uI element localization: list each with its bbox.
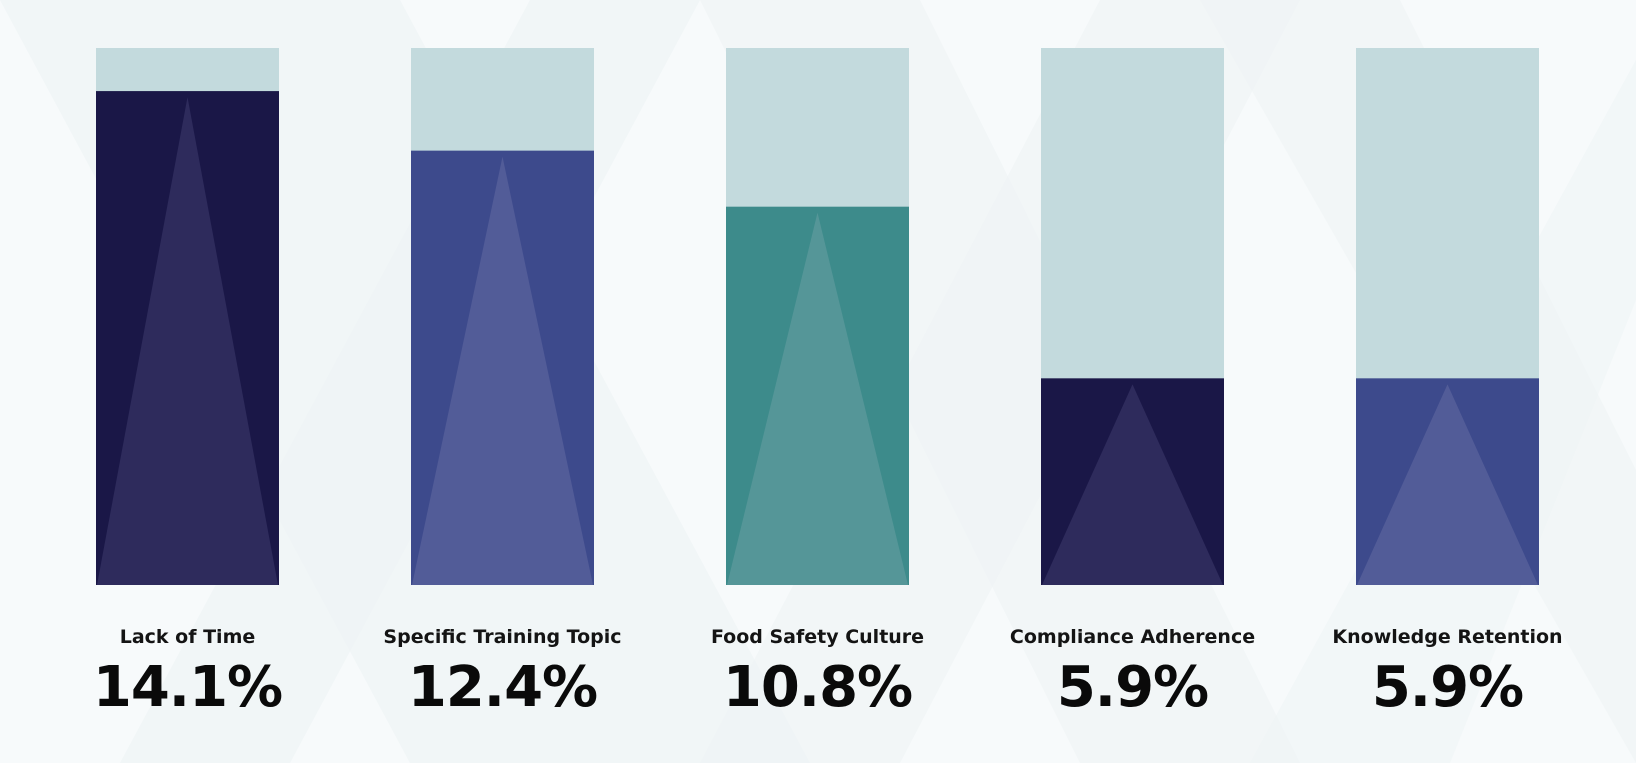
value-label-2: 12.4% <box>408 655 597 720</box>
category-label-1: Lack of Time <box>120 626 256 648</box>
value-label-5: 5.9% <box>1372 655 1523 720</box>
bar-highlight-4 <box>1042 384 1223 585</box>
bar-highlight-1 <box>97 97 278 585</box>
bar-highlight-5 <box>1357 384 1538 585</box>
category-label-3: Food Safety Culture <box>711 626 924 648</box>
bar-highlight-3 <box>727 212 908 585</box>
category-label-5: Knowledge Retention <box>1332 626 1562 648</box>
bar-highlight-2 <box>412 156 593 586</box>
category-label-4: Compliance Adherence <box>1010 626 1255 648</box>
value-label-4: 5.9% <box>1057 655 1208 720</box>
category-label-2: Specific Training Topic <box>383 626 621 648</box>
value-label-1: 14.1% <box>93 655 282 720</box>
value-label-3: 10.8% <box>723 655 912 720</box>
